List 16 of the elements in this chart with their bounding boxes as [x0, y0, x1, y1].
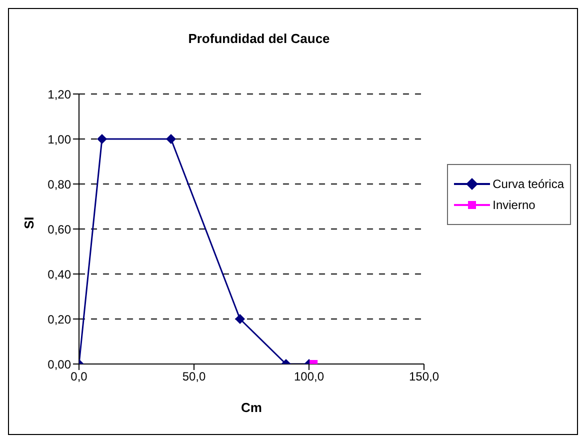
- x-tick-label: 50,0: [182, 370, 206, 384]
- y-axis-title: SI: [22, 216, 37, 229]
- y-tick-label: 1,20: [48, 87, 72, 102]
- y-tick-label: 0,60: [48, 222, 72, 236]
- y-tick-label: 0,00: [48, 357, 72, 372]
- y-tick-label: 1,00: [48, 132, 72, 146]
- x-tick-label: 100,0: [294, 370, 324, 384]
- y-tick-label: 0,20: [48, 312, 72, 326]
- x-axis-title: Cm: [241, 400, 262, 415]
- x-tick-label: 0,0: [70, 370, 88, 384]
- x-tick-label: 150,0: [408, 370, 440, 384]
- legend-label: Curva teórica: [492, 177, 564, 191]
- y-tick-label: 0,80: [48, 177, 72, 192]
- legend-label: Invierno: [492, 198, 536, 212]
- y-tick-label: 0,40: [48, 267, 72, 282]
- chart-title: Profundidad del Cauce: [187, 31, 331, 46]
